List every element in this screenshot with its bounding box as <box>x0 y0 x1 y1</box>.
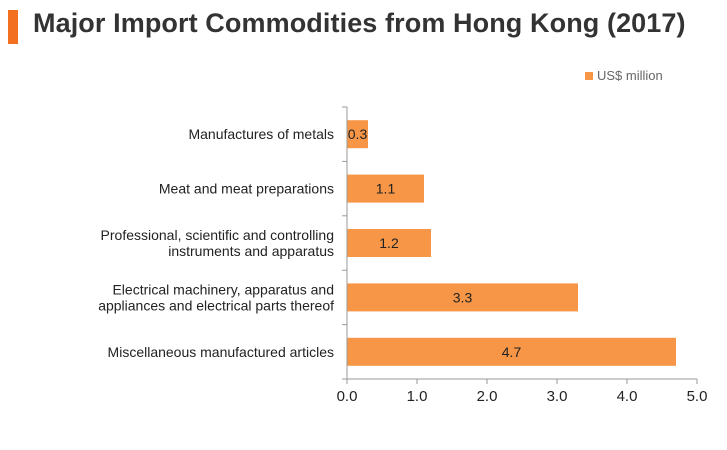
category-label-3-line-0: Electrical machinery, apparatus and <box>112 281 334 297</box>
x-tick-label-5: 5.0 <box>687 388 708 405</box>
x-tick-label-4: 4.0 <box>617 388 638 405</box>
data-label-1: 1.1 <box>376 181 396 197</box>
data-label-3: 3.3 <box>453 289 473 305</box>
category-label-3-line-1: appliances and electrical parts thereof <box>98 297 334 313</box>
legend-swatch <box>585 71 593 80</box>
category-label-4: Miscellaneous manufactured articles <box>108 344 334 360</box>
bar-1 <box>347 174 424 203</box>
category-label-0: Manufactures of metals <box>188 126 334 142</box>
bar-2 <box>347 229 431 257</box>
category-label-2-line-0: Professional, scientific and controlling <box>101 227 334 243</box>
category-label-2-line-1: instruments and apparatus <box>168 243 334 259</box>
bar-0 <box>347 120 368 149</box>
title-accent-bar <box>8 10 18 44</box>
x-tick-label-1: 1.0 <box>407 388 428 405</box>
chart-legend: US$ million <box>585 68 663 83</box>
bar-3 <box>347 283 578 312</box>
data-label-2: 1.2 <box>379 235 399 251</box>
legend-label: US$ million <box>597 68 663 83</box>
bar-4 <box>347 337 676 366</box>
category-label-1: Meat and meat preparations <box>159 181 334 197</box>
page-title: Major Import Commodities from Hong Kong … <box>33 8 686 38</box>
data-label-4: 4.7 <box>502 344 522 360</box>
x-tick-label-2: 2.0 <box>477 388 498 405</box>
data-label-0: 0.3 <box>348 126 368 142</box>
x-tick-label-0: 0.0 <box>337 388 358 405</box>
x-tick-label-3: 3.0 <box>547 388 568 405</box>
